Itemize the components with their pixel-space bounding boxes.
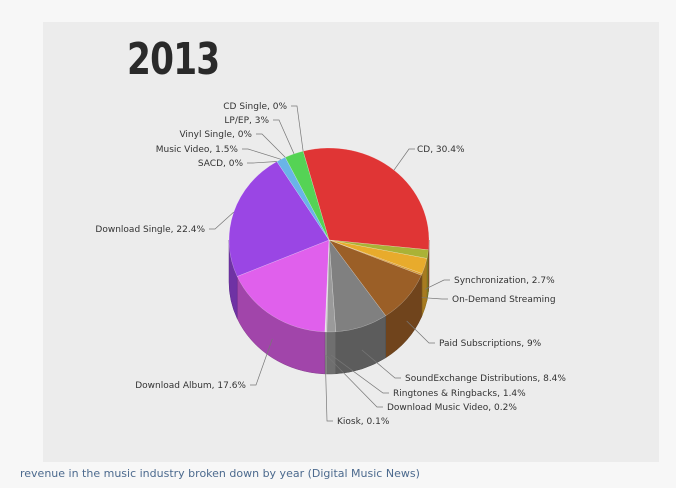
- slice-label: Ringtones & Ringbacks, 1.4%: [393, 389, 526, 399]
- slice-label: Vinyl Single, 0%: [179, 130, 252, 140]
- slice-label: Download Album, 17.6%: [135, 381, 246, 391]
- leader-line: [421, 297, 448, 300]
- slice-label: LP/EP, 3%: [224, 116, 269, 126]
- chart-title: 2013: [127, 34, 220, 85]
- slice-label: Synchronization, 2.7%: [454, 276, 555, 286]
- slice-label: Kiosk, 0.1%: [337, 417, 390, 427]
- leader-line: [361, 349, 401, 379]
- slice-label: CD, 30.4%: [417, 145, 465, 155]
- leader-line: [250, 338, 273, 386]
- slice-label: CD Single, 0%: [223, 102, 287, 112]
- leader-line: [331, 354, 389, 394]
- leader-line: [209, 211, 234, 230]
- pie-slice: [284, 150, 330, 241]
- leader-line: [273, 119, 295, 154]
- slice-label: Paid Subscriptions, 9%: [439, 339, 542, 349]
- slice-label: On-Demand Streaming: [452, 295, 556, 305]
- slice-label: Music Video, 1.5%: [156, 145, 239, 155]
- slice-label: SoundExchange Distributions, 8.4%: [405, 374, 566, 384]
- figure-caption: revenue in the music industry broken dow…: [20, 467, 420, 480]
- leader-line: [247, 161, 277, 164]
- slice-side: [326, 331, 336, 375]
- pie-slice: [236, 239, 330, 333]
- leader-line: [393, 148, 415, 171]
- slice-label: Download Single, 22.4%: [95, 225, 205, 235]
- slice-label: SACD, 0%: [198, 159, 244, 169]
- leader-line: [325, 354, 383, 408]
- slice-label: Download Music Video, 0.2%: [387, 403, 517, 413]
- leader-line: [424, 279, 450, 290]
- leader-line: [256, 133, 286, 158]
- leader-line: [324, 355, 333, 422]
- leader-line: [242, 148, 282, 160]
- leader-line: [291, 105, 304, 152]
- leader-line: [406, 320, 435, 344]
